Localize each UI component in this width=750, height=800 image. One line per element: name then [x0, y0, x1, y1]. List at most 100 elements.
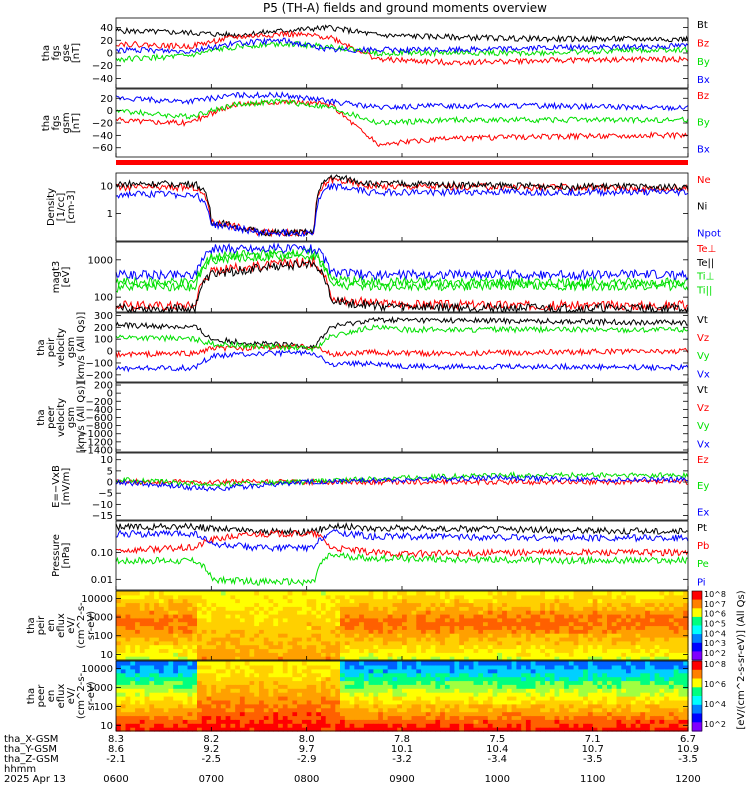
spectrogram-cell — [325, 602, 332, 607]
spectrogram-cell — [321, 719, 327, 724]
spectrogram-cell — [673, 656, 680, 661]
spectrogram-cell — [397, 629, 403, 634]
spectrogram-cell — [373, 621, 379, 627]
spectrogram-cell — [678, 621, 684, 627]
spectrogram-cell — [201, 707, 208, 713]
spectrogram-cell — [478, 711, 484, 717]
spectrogram-cell — [483, 633, 489, 638]
spectrogram-cell — [125, 668, 131, 674]
spectrogram-cell — [158, 606, 165, 611]
spectrogram-cell — [163, 617, 170, 623]
spectrogram-cell — [554, 699, 560, 705]
spectrogram-cell — [144, 594, 150, 600]
spectrogram-cell — [649, 633, 656, 638]
spectrogram-cell — [640, 664, 646, 670]
spectrogram-cell — [645, 606, 651, 611]
spectrogram-cell — [139, 621, 146, 627]
spectrogram-cell — [435, 625, 441, 630]
spectrogram-cell — [568, 715, 575, 720]
spectrogram-cell — [583, 617, 589, 623]
spectrogram-cell — [645, 602, 651, 607]
spectrogram-cell — [468, 696, 475, 701]
spectrogram-cell — [397, 602, 403, 607]
spectrogram-cell — [340, 598, 346, 604]
legend-label: Vt — [697, 315, 708, 326]
spectrogram-cell — [616, 715, 622, 720]
spectrogram-cell — [220, 637, 227, 642]
spectrogram-cell — [187, 703, 193, 709]
spectrogram-cell — [654, 719, 660, 724]
spectrogram-cell — [559, 617, 565, 623]
spectrogram-cell — [449, 727, 456, 732]
spectrogram-cell — [425, 591, 432, 596]
spectrogram-cell — [139, 727, 146, 732]
spectrogram-cell — [144, 614, 150, 619]
colorbar-segment — [692, 696, 702, 706]
spectrogram-cell — [325, 606, 332, 611]
spectrogram-cell — [683, 614, 689, 619]
spectrogram-cell — [511, 696, 517, 701]
spectrogram-cell — [178, 688, 184, 693]
spectrogram-cell — [616, 668, 622, 674]
spectrogram-cell — [197, 668, 203, 674]
spectrogram-cell — [311, 668, 317, 674]
spectrogram-cell — [197, 637, 203, 642]
spectrogram-cell — [630, 598, 637, 604]
spectrogram-cell — [459, 606, 465, 611]
spectrogram-cell — [325, 625, 332, 630]
spectrogram-cell — [168, 652, 174, 657]
spectrogram-cell — [411, 614, 417, 619]
spectrogram-cell — [416, 699, 422, 705]
spectrogram-cell — [626, 727, 632, 732]
spectrogram-cell — [416, 676, 422, 682]
spectrogram-cell — [645, 640, 651, 646]
spectrogram-cell — [335, 633, 341, 638]
spectrogram-cell — [154, 637, 160, 642]
spectrogram-cell — [230, 696, 236, 701]
spectrogram-cell — [340, 692, 346, 697]
spectrogram-cell — [406, 594, 413, 600]
spectrogram-cell — [683, 637, 689, 642]
spectrogram-cell — [664, 602, 670, 607]
spectrogram-cell — [607, 614, 613, 619]
spectrogram-cell — [421, 699, 427, 705]
spectrogram-cell — [444, 598, 451, 604]
spectrogram-cell — [683, 696, 689, 701]
spectrogram-cell — [668, 648, 675, 653]
spectrogram-cell — [683, 664, 689, 670]
spectrogram-cell — [220, 625, 227, 630]
spectrogram-cell — [254, 652, 260, 657]
spectrogram-cell — [587, 656, 594, 661]
spectrogram-cell — [535, 633, 541, 638]
spectrogram-cell — [416, 602, 422, 607]
y-tick-label: −200 — [86, 397, 113, 408]
spectrogram-cell — [511, 707, 517, 713]
spectrogram-cell — [325, 661, 332, 666]
spectrogram-cell — [139, 661, 146, 666]
spectrogram-cell — [468, 692, 475, 697]
spectrogram-cell — [549, 637, 556, 642]
spectrogram-cell — [254, 672, 260, 678]
series-line — [116, 30, 689, 67]
spectrogram-cell — [435, 684, 441, 689]
spectrogram-cell — [525, 672, 532, 678]
spectrogram-cell — [220, 664, 227, 670]
legend-label: Npot — [697, 228, 721, 239]
spectrogram-cell — [344, 676, 351, 682]
spectrogram-cell — [654, 614, 660, 619]
spectrogram-cell — [178, 661, 184, 666]
spectrogram-cell — [130, 625, 136, 630]
spectrogram-cell — [211, 625, 217, 630]
spectrogram-cell — [197, 633, 203, 638]
spectrogram-cell — [540, 699, 546, 705]
spectrogram-cell — [454, 696, 460, 701]
spectrogram-cell — [344, 591, 351, 596]
spectrogram-cell — [416, 625, 422, 630]
spectrogram-cell — [478, 591, 484, 596]
spectrogram-cell — [321, 637, 327, 642]
y-axis-label: tha — [36, 409, 47, 425]
spectrogram-cell — [402, 715, 408, 720]
time-tick-label: 1000 — [485, 774, 510, 785]
spectrogram-cell — [139, 637, 146, 642]
spectrogram-cell — [626, 644, 632, 650]
